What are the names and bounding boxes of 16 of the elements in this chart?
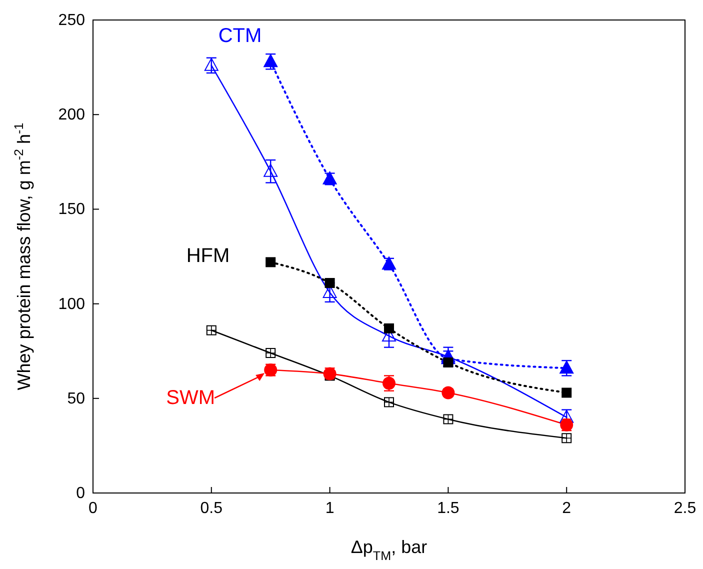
- x-axis-title: Δp$_{TM}$, bar: [350, 537, 428, 563]
- x-tick-label: 1: [325, 500, 334, 517]
- x-tick-label: 0: [88, 500, 98, 517]
- annotation: CTM: [218, 25, 262, 47]
- y-tick-label: 100: [58, 296, 86, 313]
- y-tick-label: 0: [76, 485, 86, 502]
- y-tick-label: 250: [58, 12, 86, 29]
- y-tick-label: 200: [58, 106, 86, 124]
- annotation: SWM: [166, 387, 216, 410]
- x-tick-label: 1.5: [437, 500, 460, 517]
- x-tick-label: 0.5: [200, 500, 223, 517]
- y-tick-label: 50: [67, 390, 86, 408]
- annotation: HFM: [186, 245, 230, 267]
- y-tick-label: 150: [58, 201, 86, 218]
- x-tick-label: 2: [562, 500, 572, 517]
- x-tick-label: 2.5: [674, 500, 696, 517]
